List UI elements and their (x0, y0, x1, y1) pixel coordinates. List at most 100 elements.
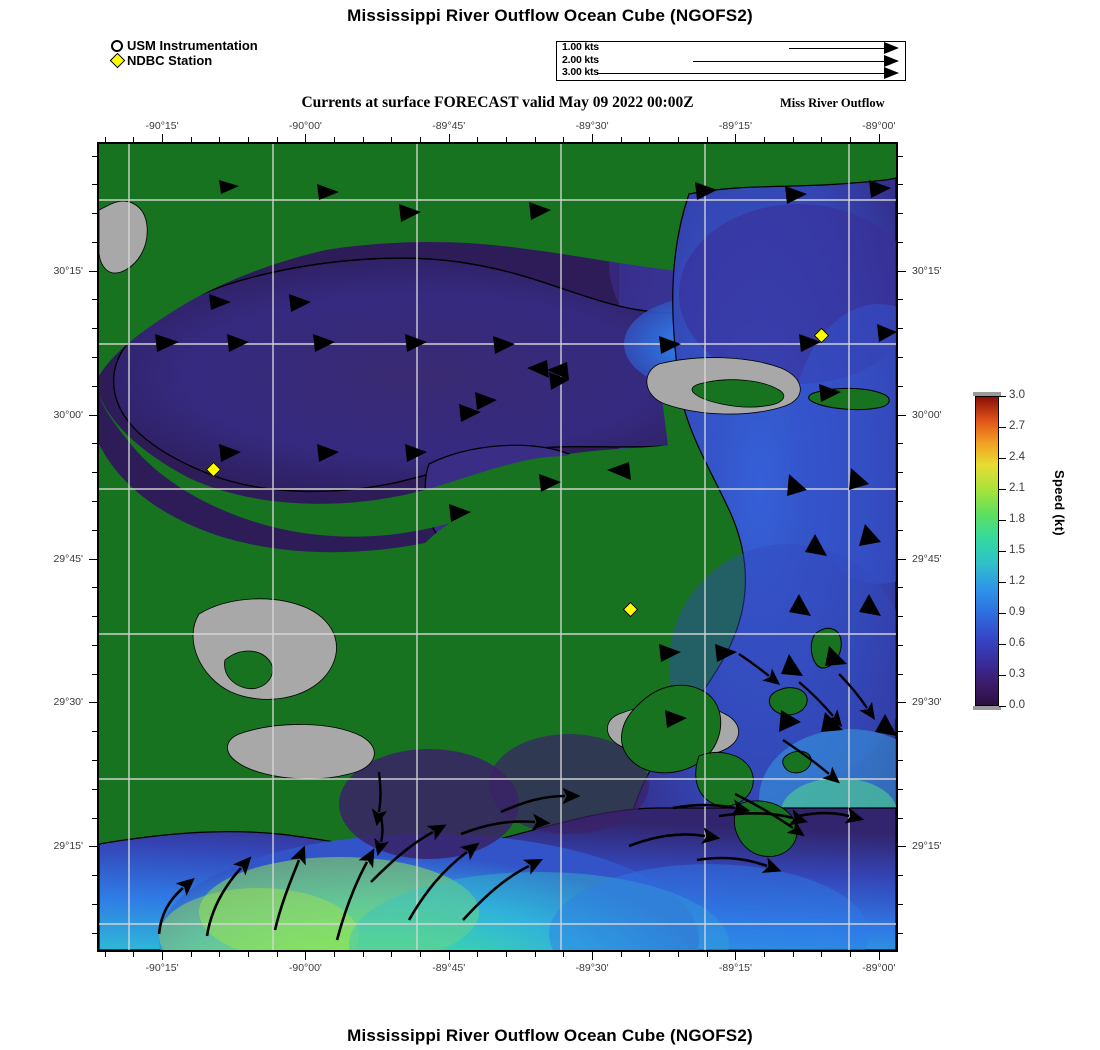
axis-tick-top (592, 134, 594, 142)
lon-label-top: -89°00' (862, 120, 896, 132)
axis-tick-right (898, 846, 906, 848)
axis-tick-left (89, 414, 97, 416)
legend-item-ndbc: NDBC Station (109, 52, 258, 69)
axis-tick-left (92, 875, 97, 877)
marsh-areas (99, 200, 801, 780)
lat-label-left: 29°45' (53, 552, 83, 565)
axis-tick-left (92, 500, 97, 502)
marker-legend: USM Instrumentation NDBC Station (109, 38, 258, 69)
axis-tick-top (391, 137, 393, 142)
axis-tick-bottom (190, 952, 192, 957)
axis-tick-top (563, 137, 565, 142)
colorbar-tick (999, 520, 1006, 521)
lon-label-top: -90°15' (145, 120, 179, 132)
axis-tick-bottom (735, 952, 737, 960)
map-canvas[interactable] (99, 144, 896, 950)
axis-tick-bottom (362, 952, 364, 957)
axis-tick-right (898, 472, 903, 474)
lat-label-right: 29°30' (912, 696, 942, 709)
axis-tick-top (764, 137, 766, 142)
axis-tick-right (898, 529, 903, 531)
axis-tick-right (898, 155, 903, 157)
axis-tick-left (89, 702, 97, 704)
lat-label-right: 30°15' (912, 264, 942, 277)
axis-tick-right (898, 500, 903, 502)
arrow-head-icon (884, 67, 899, 80)
lat-label-right: 30°00' (912, 408, 942, 421)
axis-tick-bottom (678, 952, 680, 957)
axis-tick-top (276, 137, 278, 142)
axis-tick-bottom (649, 952, 651, 957)
colorbar-tick (999, 396, 1006, 397)
legend-item-usm: USM Instrumentation (110, 38, 258, 53)
lon-label-top: -90°00' (288, 120, 322, 132)
axis-tick-left (92, 673, 97, 675)
axis-tick-left (92, 385, 97, 387)
colorbar-gradient (975, 396, 999, 706)
axis-tick-right (898, 616, 903, 618)
axis-tick-right (898, 558, 906, 560)
axis-tick-bottom (792, 952, 794, 957)
axis-tick-top (362, 137, 364, 142)
lon-label-bottom: -90°00' (288, 962, 322, 974)
axis-tick-bottom (620, 952, 622, 957)
axis-tick-bottom (133, 952, 135, 957)
axis-tick-left (92, 213, 97, 215)
colorbar-tick-label: 0.9 (1009, 606, 1025, 618)
axis-tick-top (219, 137, 221, 142)
velocity-scale-label-2: 2.00 kts (562, 53, 599, 66)
axis-tick-right (898, 184, 903, 186)
axis-tick-right (898, 385, 903, 387)
axis-tick-right (898, 328, 903, 330)
axis-tick-left (92, 788, 97, 790)
axis-tick-right (898, 875, 903, 877)
lon-label-bottom: -89°45' (432, 962, 466, 974)
axis-tick-bottom (305, 952, 307, 960)
axis-tick-left (92, 587, 97, 589)
colorbar-tick-label: 0.6 (1009, 637, 1025, 649)
map-panel[interactable] (97, 142, 898, 952)
forecast-subtitle: Currents at surface FORECAST valid May 0… (301, 94, 694, 111)
velocity-scale-row-3: 3.00 kts (557, 66, 905, 80)
colorbar-tick (999, 551, 1006, 552)
lat-label-left: 30°00' (53, 408, 83, 421)
axis-tick-top (162, 134, 164, 142)
colorbar-cap-top (973, 392, 1001, 396)
page-footer: Mississippi River Outflow Ocean Cube (NG… (347, 1026, 753, 1045)
axis-tick-bottom (850, 952, 852, 957)
colorbar-tick-label: 0.0 (1009, 699, 1025, 711)
axis-tick-top (706, 137, 708, 142)
axis-tick-bottom (334, 952, 336, 957)
axis-tick-right (898, 903, 903, 905)
colorbar-tick (999, 613, 1006, 614)
axis-tick-bottom (592, 952, 594, 960)
circle-marker-icon (110, 39, 124, 53)
axis-tick-left (92, 184, 97, 186)
colorbar-tick-label: 2.4 (1009, 451, 1025, 463)
arrow-head-icon (884, 54, 899, 67)
colorbar: 0.0 0.3 0.6 0.9 1.2 1.5 1.8 2.1 2.4 2.7 3.0 (973, 389, 1025, 711)
axis-tick-right (898, 702, 906, 704)
axis-tick-bottom (878, 952, 880, 960)
axis-tick-top (334, 137, 336, 142)
axis-tick-right (898, 241, 903, 243)
axis-tick-top (506, 137, 508, 142)
axis-tick-bottom (420, 952, 422, 957)
axis-tick-bottom (477, 952, 479, 957)
lon-label-top: -89°30' (575, 120, 609, 132)
colorbar-tick-label: 2.1 (1009, 482, 1025, 494)
axis-tick-left (92, 817, 97, 819)
axis-tick-top (248, 137, 250, 142)
colorbar-title: Speed (kt) (1052, 470, 1067, 536)
velocity-scale-label-3: 3.00 kts (562, 66, 599, 79)
colorbar-tick-label: 1.8 (1009, 513, 1025, 525)
axis-tick-top (878, 134, 880, 142)
axis-tick-left (92, 443, 97, 445)
colorbar-tick-label: 0.3 (1009, 668, 1025, 680)
lon-label-bottom: -89°30' (575, 962, 609, 974)
colorbar-tick (999, 706, 1006, 707)
axis-tick-bottom (448, 952, 450, 960)
axis-tick-right (898, 731, 903, 733)
axis-tick-left (92, 529, 97, 531)
